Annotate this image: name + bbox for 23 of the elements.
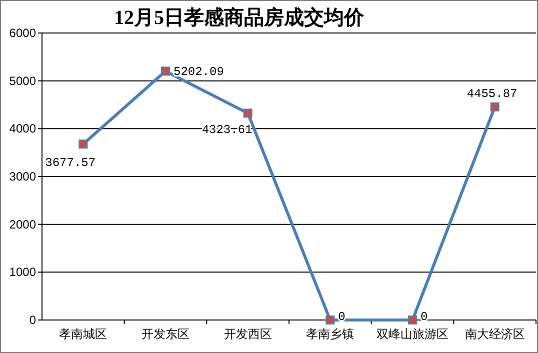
data-label: 5202.09 (174, 65, 224, 80)
x-tick-label: 开发东区 (142, 327, 190, 341)
x-tick-label: 双峰山旅游区 (376, 327, 448, 341)
y-tick-label: 5000 (9, 74, 36, 88)
x-tick-label: 南大经济区 (464, 327, 525, 341)
point (161, 66, 170, 76)
y-tick-label: 4000 (9, 122, 36, 136)
data-label: 4455.87 (466, 86, 518, 101)
data-label: 3677.57 (45, 156, 96, 170)
x-tick-label: 开发西区 (224, 327, 272, 341)
point (408, 316, 417, 324)
x-tick-label: 孝南城区 (59, 327, 108, 341)
y-tick-label: 6000 (9, 26, 36, 40)
y-tick-label: 3000 (9, 170, 36, 184)
x-tick-label: 孝南乡镇 (306, 327, 354, 341)
point (78, 140, 88, 149)
chart-title: 12月5日孝感商品房成交均价 (114, 6, 365, 29)
point (243, 108, 252, 118)
point (490, 102, 500, 112)
y-tick-label: 2000 (9, 217, 36, 232)
y-tick-label: 0 (29, 313, 36, 327)
y-tick-label: 1000 (9, 265, 36, 280)
point (326, 316, 335, 324)
